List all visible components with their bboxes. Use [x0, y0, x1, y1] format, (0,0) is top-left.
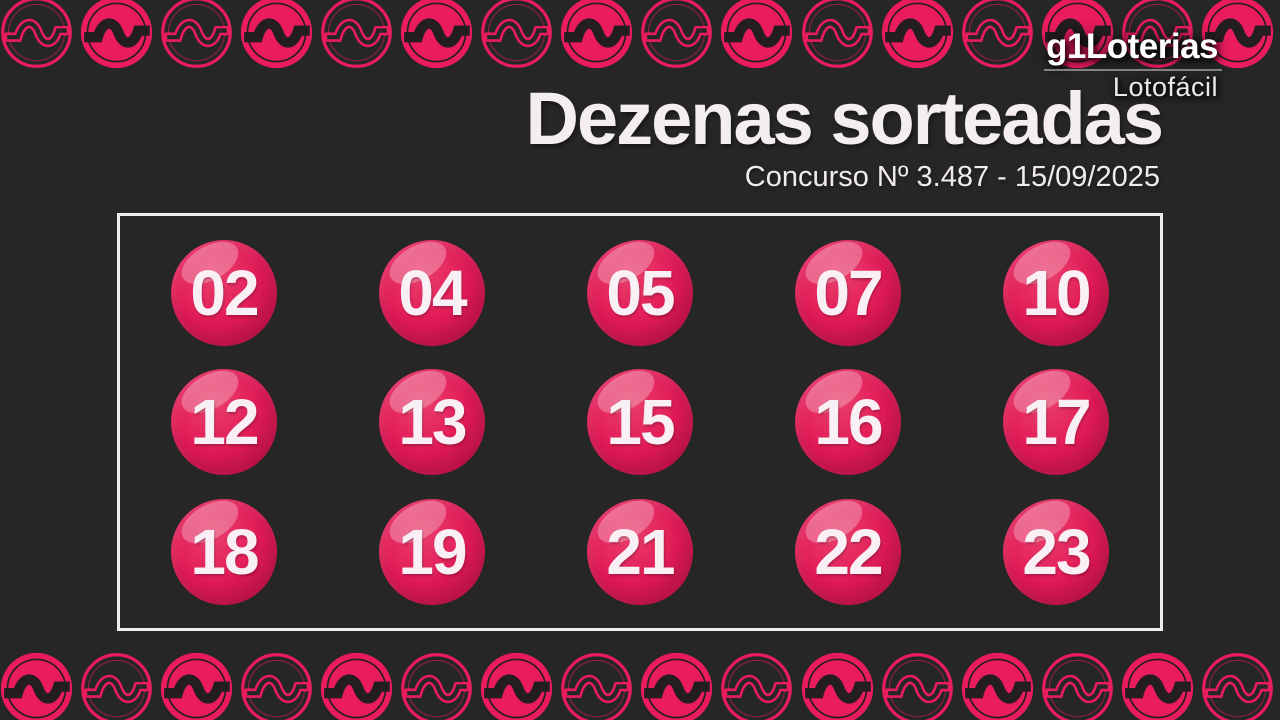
money-sign-icon	[79, 651, 154, 720]
ball-number: 10	[1022, 256, 1091, 329]
money-sign-icon	[0, 0, 74, 70]
money-sign-icon	[319, 0, 394, 70]
money-sign-icon	[1040, 0, 1115, 70]
ball-number: 07	[814, 256, 883, 329]
lottery-ball: 16	[795, 369, 901, 475]
ball-number: 18	[190, 515, 259, 588]
lottery-ball: 21	[587, 498, 693, 605]
money-sign-icon	[239, 0, 314, 70]
money-sign-icon	[1200, 651, 1275, 720]
page-title: Dezenas sorteadas	[525, 77, 1164, 160]
product-label: Lotofácil	[1112, 72, 1218, 102]
lottery-ball: 07	[795, 239, 901, 346]
ball-number: 04	[398, 256, 467, 329]
ball-number: 13	[398, 386, 467, 458]
money-sign-icon	[960, 0, 1035, 70]
lottery-ball: 04	[379, 239, 485, 346]
lottery-ball: 19	[379, 498, 485, 605]
ball-number: 17	[1022, 386, 1091, 458]
money-sign-icon	[800, 0, 875, 70]
brand-divider	[1044, 69, 1222, 71]
money-sign-icon	[399, 0, 474, 70]
money-sign-icon	[719, 651, 794, 720]
ball-number: 19	[398, 515, 467, 588]
ball-number: 12	[190, 386, 259, 458]
lottery-ball: 12	[171, 369, 277, 475]
lottery-ball: 18	[171, 498, 277, 605]
lottery-ball: 17	[1003, 369, 1109, 475]
money-sign-icon	[319, 651, 394, 720]
lottery-ball: 13	[379, 369, 485, 475]
ball-number: 23	[1022, 515, 1091, 588]
lottery-ball: 15	[587, 369, 693, 475]
ball-number: 05	[606, 256, 675, 329]
ball-number: 21	[606, 515, 675, 588]
money-sign-icon	[1120, 651, 1195, 720]
ball-number: 22	[814, 515, 883, 588]
money-sign-icon	[559, 651, 634, 720]
ball-number: 15	[606, 386, 675, 458]
money-sign-icon	[719, 0, 794, 70]
money-sign-icon	[479, 651, 554, 720]
money-sign-icon	[639, 0, 714, 70]
money-sign-icon	[1120, 0, 1195, 70]
coin-strip-top	[0, 0, 1280, 71]
money-sign-icon	[0, 651, 74, 720]
coin-strip-bottom	[0, 651, 1280, 720]
lottery-ball: 02	[171, 239, 277, 346]
money-sign-icon	[880, 651, 955, 720]
money-sign-icon	[880, 0, 955, 70]
money-sign-icon	[1040, 651, 1115, 720]
money-sign-icon	[79, 0, 154, 70]
money-sign-icon	[1200, 0, 1275, 70]
lottery-ball: 05	[587, 239, 693, 346]
numbers-panel: 02 04 05 07 10 12 13 15 16 17 18 19 21 22 23	[117, 213, 1163, 631]
money-sign-icon	[800, 651, 875, 720]
money-sign-icon	[159, 651, 234, 720]
money-sign-icon	[239, 651, 314, 720]
draw-info: Concurso Nº 3.487 - 15/09/2025	[744, 161, 1160, 193]
lottery-ball: 10	[1003, 239, 1109, 346]
ball-number: 16	[814, 386, 883, 458]
ball-number: 02	[190, 256, 259, 329]
money-sign-icon	[479, 0, 554, 70]
money-sign-icon	[159, 0, 234, 70]
brand-logo: g1Loterias	[1046, 27, 1219, 66]
money-sign-icon	[639, 651, 714, 720]
lottery-ball: 23	[1003, 498, 1109, 605]
money-sign-icon	[559, 0, 634, 70]
lottery-ball: 22	[795, 498, 901, 605]
money-sign-icon	[960, 651, 1035, 720]
money-sign-icon	[399, 651, 474, 720]
